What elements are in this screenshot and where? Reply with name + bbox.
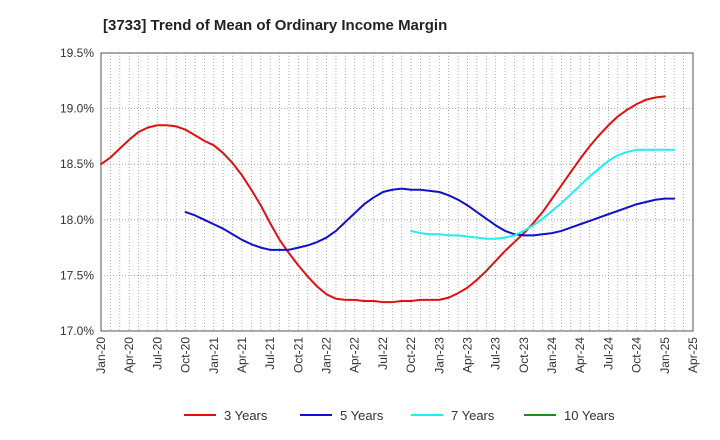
x-tick-label: Jan-25 (658, 337, 672, 374)
legend: 3 Years 5 Years 7 Years 10 Years (184, 408, 615, 423)
x-tick-label: Apr-23 (460, 337, 474, 373)
x-tick-label: Jul-21 (263, 337, 277, 370)
y-tick-label: 18.0% (60, 213, 94, 227)
y-tick-label: 18.5% (60, 157, 94, 171)
x-tick-label: Oct-22 (404, 337, 418, 373)
x-tick-label: Apr-20 (122, 337, 136, 373)
legend-label-10-years: 10 Years (564, 408, 615, 423)
x-tick-label: Apr-22 (348, 337, 362, 373)
x-tick-label: Oct-21 (291, 337, 305, 373)
legend-label-3-years: 3 Years (224, 408, 268, 423)
x-tick-label: Jul-24 (601, 337, 615, 370)
x-tick-label: Oct-23 (517, 337, 531, 373)
x-tick-label: Jul-20 (150, 337, 164, 370)
x-tick-label: Apr-21 (235, 337, 249, 373)
x-tick-label: Jan-21 (207, 337, 221, 374)
x-tick-label: Apr-24 (573, 337, 587, 373)
chart-title: [3733] Trend of Mean of Ordinary Income … (103, 17, 447, 34)
x-tick-label: Jul-23 (489, 337, 503, 370)
y-tick-label: 19.0% (60, 102, 94, 116)
y-tick-label: 17.0% (60, 324, 94, 338)
x-tick-label: Jan-24 (545, 337, 559, 374)
legend-label-5-years: 5 Years (340, 408, 384, 423)
y-tick-label: 17.5% (60, 268, 94, 282)
x-tick-label: Oct-24 (630, 337, 644, 373)
series-line-5-years (184, 187, 676, 251)
series-line-3-years (100, 95, 666, 304)
x-tick-label: Jan-22 (320, 337, 334, 374)
x-tick-label: Apr-25 (686, 337, 700, 373)
plot-area (101, 53, 693, 331)
series-line-7-years (410, 148, 676, 240)
x-tick-label: Jan-23 (432, 337, 446, 374)
x-tick-label: Jul-22 (376, 337, 390, 370)
y-tick-label: 19.5% (60, 46, 94, 60)
plot-frame (100, 52, 694, 332)
grid (101, 53, 693, 331)
series-lines (100, 95, 676, 304)
legend-label-7-years: 7 Years (451, 408, 495, 423)
x-tick-label: Jan-20 (94, 337, 108, 374)
x-tick-label: Oct-20 (179, 337, 193, 373)
axes: 17.0% 17.5% 18.0% 18.5% 19.0% 19.5% Jan-20 Apr-… (60, 46, 700, 374)
